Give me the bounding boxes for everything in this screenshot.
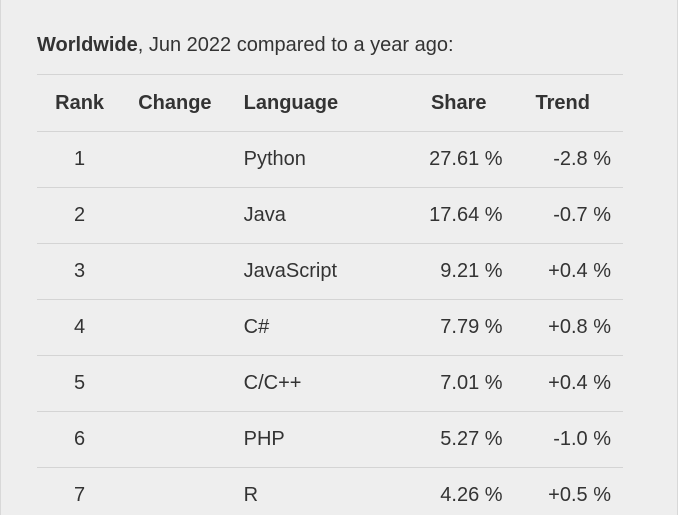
cell-change (122, 131, 228, 188)
header-rank[interactable]: Rank (37, 74, 123, 132)
cell-rank: 5 (37, 355, 123, 412)
caption-region: Worldwide (37, 34, 138, 56)
cell-share: 7.01 % (380, 355, 503, 412)
cell-share: 4.26 % (380, 467, 503, 515)
cell-language: Python (227, 131, 381, 188)
cell-change (122, 243, 228, 300)
language-ranking-table: Rank Change Language Share Trend 1 Pytho… (37, 74, 623, 515)
table-row: 1 Python 27.61 % -2.8 % (37, 131, 623, 188)
cell-language: PHP (227, 411, 381, 468)
cell-language: JavaScript (227, 243, 381, 300)
cell-share: 7.79 % (380, 299, 503, 356)
cell-rank: 7 (37, 467, 123, 515)
cell-rank: 1 (37, 131, 123, 188)
cell-change (122, 187, 228, 244)
cell-rank: 3 (37, 243, 123, 300)
cell-share: 27.61 % (380, 131, 503, 188)
cell-trend: +0.4 % (502, 243, 623, 300)
cell-language: C/C++ (227, 355, 381, 412)
caption-date-text: , Jun 2022 compared to a year ago: (137, 34, 454, 56)
table-row: 2 Java 17.64 % -0.7 % (37, 187, 623, 244)
cell-share: 5.27 % (380, 411, 503, 468)
cell-trend: -2.8 % (502, 131, 623, 188)
table-header: Rank Change Language Share Trend (37, 74, 623, 132)
table-row: 5 C/C++ 7.01 % +0.4 % (37, 355, 623, 412)
table-row: 4 C# 7.79 % +0.8 % (37, 299, 623, 356)
cell-change (122, 299, 228, 356)
cell-trend: +0.5 % (502, 467, 623, 515)
table-body: 1 Python 27.61 % -2.8 % 2 Java 17.64 % -… (37, 131, 623, 515)
cell-share: 9.21 % (380, 243, 503, 300)
cell-trend: -1.0 % (502, 411, 623, 468)
header-change[interactable]: Change (122, 74, 228, 132)
cell-change (122, 355, 228, 412)
cell-change (122, 411, 228, 468)
header-row: Rank Change Language Share Trend (37, 74, 623, 132)
cell-language: Java (227, 187, 381, 244)
cell-trend: +0.4 % (502, 355, 623, 412)
cell-language: C# (227, 299, 381, 356)
cell-trend: -0.7 % (502, 187, 623, 244)
cell-change (122, 467, 228, 515)
table-row: 3 JavaScript 9.21 % +0.4 % (37, 243, 623, 300)
header-language[interactable]: Language (227, 74, 381, 132)
table-row: 6 PHP 5.27 % -1.0 % (37, 411, 623, 468)
cell-rank: 6 (37, 411, 123, 468)
cell-share: 17.64 % (380, 187, 503, 244)
table-caption: Worldwide, Jun 2022 compared to a year a… (37, 31, 454, 59)
cell-trend: +0.8 % (502, 299, 623, 356)
header-trend[interactable]: Trend (502, 74, 623, 132)
cell-rank: 2 (37, 187, 123, 244)
table-row: 7 R 4.26 % +0.5 % (37, 467, 623, 515)
cell-language: R (227, 467, 381, 515)
cell-rank: 4 (37, 299, 123, 356)
header-share[interactable]: Share (380, 74, 503, 132)
